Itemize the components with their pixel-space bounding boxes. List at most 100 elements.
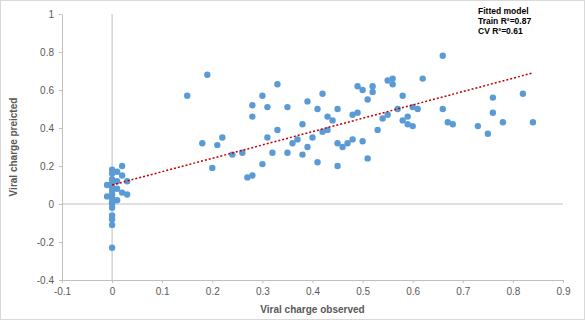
point [490,110,496,116]
x-axis-title: Viral charge observed [260,304,364,315]
point [440,53,446,59]
point [249,102,255,108]
tick-mark [563,280,564,283]
tick-label: -0.1 [54,286,72,297]
point [359,138,365,144]
tick-label: 0.4 [40,123,54,134]
point [219,134,225,140]
point [410,123,416,129]
tick-label: 1 [48,9,54,20]
tick-label: 0.2 [206,286,220,297]
point [384,112,390,118]
point [309,134,315,140]
tick: 0 [110,280,116,297]
tick: 0.6 [406,280,420,297]
tick-label: 0 [48,199,54,210]
point [119,163,125,169]
point [369,83,375,89]
point [304,144,310,150]
point [404,113,410,119]
point [109,205,115,211]
tick-label: 0.6 [406,286,420,297]
point [369,89,375,95]
tick: 0.1 [156,280,170,297]
tick: 0.2 [40,161,62,172]
point [259,161,265,167]
point [314,159,320,165]
tick-mark [413,280,414,283]
point [109,222,115,228]
tick-mark [59,14,62,15]
point [109,245,115,251]
tick-mark [59,52,62,53]
tick: 0.5 [356,280,370,297]
point [389,75,395,81]
tick: 0.9 [557,280,571,297]
tick-label: 0.6 [40,85,54,96]
tick-mark [212,280,213,283]
tick-label: 0.8 [40,47,54,58]
point [364,155,370,161]
tick-mark [59,204,62,205]
tick: 0.8 [40,47,62,58]
trend-line [112,73,533,185]
tick: 0.4 [40,123,62,134]
tick: 0.2 [206,280,220,297]
y-axis: -0.4-0.200.20.40.60.81 [37,9,63,286]
point [209,165,215,171]
point [334,106,340,112]
point [490,94,496,100]
tick-label: 0.8 [506,286,520,297]
point [109,216,115,222]
tick-mark [162,280,163,283]
tick-label: 0.9 [557,286,571,297]
point [420,75,426,81]
point [364,96,370,102]
tick-label: 0.3 [256,286,270,297]
tick-mark [363,280,364,283]
point [450,121,456,127]
tick: 0.6 [40,85,62,96]
tick-mark [513,280,514,283]
point [399,93,405,99]
point [299,151,305,157]
point [214,142,220,148]
point [354,110,360,116]
zero-line [62,204,563,205]
chart-border [1,1,585,320]
annotation: Train R²=0.87 [478,16,531,26]
point [500,119,506,125]
plot: -0.100.10.20.30.40.50.60.70.80.9-0.4-0.2… [37,9,571,297]
point [530,119,536,125]
point [184,93,190,99]
tick: 0.7 [456,280,470,297]
chart: -0.100.10.20.30.40.50.60.70.80.9-0.4-0.2… [0,0,585,320]
tick-label: 0.5 [356,286,370,297]
x-axis: -0.1 0 0.1 0.2 0.3 0.4 0.5 0.6 0.7 0.8 0.9 [54,280,571,297]
point [199,140,205,146]
point [264,134,270,140]
point [249,113,255,119]
point [124,191,130,197]
tick-mark [59,280,62,281]
tick: -0.1 [54,280,72,297]
point [299,121,305,127]
axis-line [62,15,63,281]
tick-label: 0 [110,286,116,297]
point [359,87,365,93]
point [104,182,110,188]
point [294,136,300,142]
tick-mark [59,242,62,243]
point [389,81,395,87]
point [374,127,380,133]
tick: 0.4 [306,280,320,297]
tick-mark [59,128,62,129]
point [274,81,280,87]
point [284,150,290,156]
point [204,72,210,78]
tick-label: 0.1 [156,286,170,297]
annotation: Fitted model [478,6,529,16]
tick: -0.2 [37,237,62,248]
annotation: CV R²=0.61 [478,26,523,36]
tick: 1 [48,9,62,20]
